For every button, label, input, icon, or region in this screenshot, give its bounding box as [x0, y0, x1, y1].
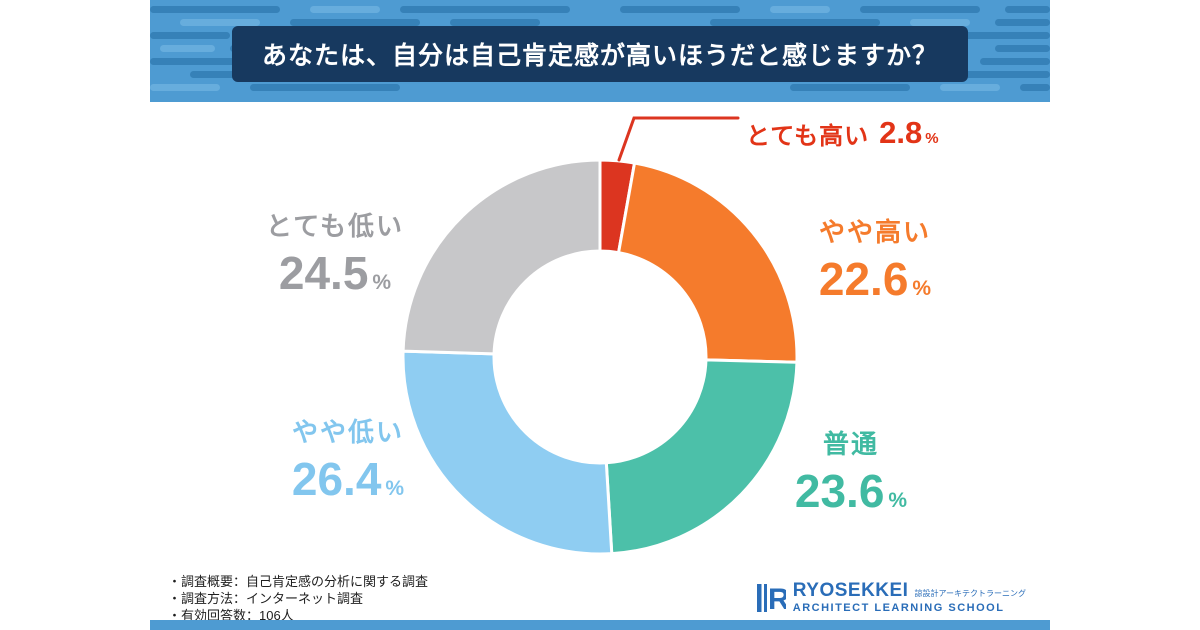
segment-value-unit: %	[912, 277, 932, 300]
donut-chart	[401, 116, 799, 556]
donut-segment-3	[401, 349, 614, 556]
donut-segment-4	[401, 158, 602, 356]
footer-strip	[150, 620, 1050, 630]
title-box: あなたは、自分は自己肯定感が高いほうだと感じますか？	[231, 26, 969, 82]
survey-note-overview: ・調査概要：自己肯定感の分析に関する調査	[168, 574, 429, 589]
donut-segment-2	[604, 358, 799, 556]
donut-segment-1	[617, 161, 799, 364]
segment-value-number: 23.6	[794, 465, 885, 517]
survey-notes: ・調査概要：自己肯定感の分析に関する調査 ・調査方法：インターネット調査 ・有効…	[168, 574, 428, 625]
segment-value-unit: %	[925, 130, 939, 148]
header-banner: あなたは、自分は自己肯定感が高いほうだと感じますか？	[150, 0, 1050, 102]
logo: R RYOSEKKEI 諒設計アーキテクトラーニング ARCHITECT LEA…	[756, 581, 1026, 614]
logo-name: RYOSEKKEI	[792, 580, 909, 601]
segment-name: 普通	[822, 429, 879, 459]
segment-value-unit: %	[385, 477, 405, 500]
survey-note-respondents: ・有効回答数：106人	[168, 607, 294, 623]
survey-note-method: ・調査方法：インターネット調査	[168, 590, 364, 606]
segment-value-unit: %	[888, 489, 908, 512]
segment-value: 22.6%	[762, 255, 988, 303]
segment-name: とても低い	[266, 211, 404, 241]
segment-label-very-low: とても低い 24.5%	[222, 206, 448, 297]
infographic-card: あなたは、自分は自己肯定感が高いほうだと感じますか？ とても高い 2.8% やや…	[150, 0, 1050, 630]
segment-value-unit: %	[372, 271, 392, 294]
segment-label-normal: 普通 23.6%	[746, 424, 956, 515]
segment-value-number: 24.5	[278, 247, 369, 299]
segment-name: とても高い	[746, 123, 870, 150]
segment-value: 26.4%	[230, 455, 466, 503]
segment-label-somewhat-high: やや高い 22.6%	[762, 212, 988, 303]
logo-text: RYOSEKKEI 諒設計アーキテクトラーニング ARCHITECT LEARN…	[793, 581, 1026, 614]
page-title: あなたは、自分は自己肯定感が高いほうだと感じますか？	[261, 42, 939, 70]
segment-value-number: 22.6	[818, 253, 909, 305]
svg-text:R: R	[768, 583, 786, 614]
segment-value: 24.5%	[222, 249, 448, 297]
segment-value-number: 26.4	[291, 453, 382, 505]
segment-label-very-high: とても高い 2.8%	[746, 116, 939, 151]
logo-subtitle: ARCHITECT LEARNING SCHOOL	[792, 602, 1005, 614]
segment-label-somewhat-low: やや低い 26.4%	[230, 412, 466, 503]
segment-name: やや高い	[818, 217, 931, 247]
leader-line-very-high	[617, 116, 740, 162]
segment-value-number: 2.8	[879, 115, 923, 151]
logo-tagline-jp: 諒設計アーキテクトラーニング	[914, 589, 1026, 599]
segment-value: 2.8%	[879, 115, 939, 151]
logo-mark-icon: R	[756, 583, 786, 614]
segment-value: 23.6%	[746, 467, 956, 515]
segment-name: やや低い	[291, 417, 404, 447]
